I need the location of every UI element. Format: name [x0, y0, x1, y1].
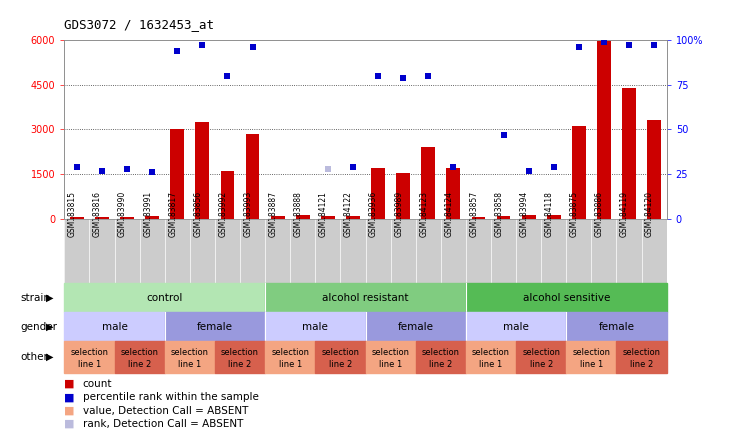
Bar — [466, 312, 567, 341]
Text: ▶: ▶ — [46, 321, 53, 332]
Bar — [616, 341, 667, 373]
Text: ■: ■ — [64, 419, 75, 429]
Bar — [215, 341, 265, 373]
Text: other: other — [20, 352, 48, 362]
Text: male: male — [503, 321, 529, 332]
Bar — [416, 341, 466, 373]
Text: ■: ■ — [64, 379, 75, 389]
Text: percentile rank within the sample: percentile rank within the sample — [83, 392, 259, 402]
Bar — [647, 120, 661, 219]
Text: line 2: line 2 — [329, 361, 352, 369]
Text: selection: selection — [522, 348, 560, 357]
Bar — [371, 168, 385, 219]
Text: line 1: line 1 — [379, 361, 402, 369]
Bar — [622, 87, 636, 219]
Text: selection: selection — [271, 348, 309, 357]
Bar — [366, 341, 416, 373]
Bar — [447, 168, 461, 219]
Bar — [64, 341, 115, 373]
Text: selection: selection — [171, 348, 209, 357]
Text: control: control — [146, 293, 183, 303]
Text: selection: selection — [422, 348, 460, 357]
Text: line 2: line 2 — [529, 361, 553, 369]
Bar — [567, 312, 667, 341]
Text: line 2: line 2 — [630, 361, 654, 369]
Text: rank, Detection Call = ABSENT: rank, Detection Call = ABSENT — [83, 419, 243, 429]
Bar — [246, 134, 260, 219]
Bar — [572, 127, 586, 219]
Text: female: female — [398, 321, 433, 332]
Text: selection: selection — [623, 348, 661, 357]
Bar — [64, 283, 265, 312]
Text: female: female — [197, 321, 233, 332]
Bar — [567, 341, 616, 373]
Text: line 1: line 1 — [480, 361, 503, 369]
Text: value, Detection Call = ABSENT: value, Detection Call = ABSENT — [83, 406, 248, 416]
Text: alcohol resistant: alcohol resistant — [322, 293, 409, 303]
Bar — [296, 215, 310, 219]
Text: strain: strain — [20, 293, 50, 303]
Text: selection: selection — [121, 348, 159, 357]
Text: line 1: line 1 — [279, 361, 302, 369]
Bar — [270, 216, 284, 219]
Bar — [421, 147, 435, 219]
Text: male: male — [303, 321, 328, 332]
Text: count: count — [83, 379, 112, 389]
Text: alcohol sensitive: alcohol sensitive — [523, 293, 610, 303]
Bar — [466, 283, 667, 312]
Text: selection: selection — [322, 348, 360, 357]
Text: gender: gender — [20, 321, 58, 332]
Bar — [471, 217, 485, 219]
Text: male: male — [102, 321, 127, 332]
Bar — [522, 215, 536, 219]
Text: female: female — [599, 321, 635, 332]
Bar — [64, 312, 164, 341]
Text: ■: ■ — [64, 406, 75, 416]
Bar — [145, 216, 159, 219]
Bar — [265, 341, 315, 373]
Bar — [115, 341, 164, 373]
Text: line 2: line 2 — [228, 361, 251, 369]
Bar — [466, 341, 516, 373]
Bar — [70, 217, 84, 219]
Bar — [265, 283, 466, 312]
Bar — [221, 171, 235, 219]
Bar — [516, 341, 567, 373]
Bar — [95, 217, 109, 219]
Bar — [597, 41, 611, 219]
Bar — [366, 312, 466, 341]
Text: line 2: line 2 — [128, 361, 151, 369]
Bar — [120, 217, 134, 219]
Bar — [195, 122, 209, 219]
Bar — [164, 341, 215, 373]
Bar — [321, 216, 335, 219]
Text: line 2: line 2 — [429, 361, 452, 369]
Text: selection: selection — [472, 348, 510, 357]
Bar — [346, 216, 360, 219]
Text: ▶: ▶ — [46, 352, 53, 362]
Bar — [265, 312, 366, 341]
Text: ■: ■ — [64, 392, 75, 402]
Bar — [164, 312, 265, 341]
Bar — [170, 130, 184, 219]
Text: line 1: line 1 — [178, 361, 202, 369]
Text: GDS3072 / 1632453_at: GDS3072 / 1632453_at — [64, 18, 214, 31]
Bar — [496, 216, 510, 219]
Text: selection: selection — [572, 348, 610, 357]
Text: selection: selection — [371, 348, 409, 357]
Text: selection: selection — [221, 348, 259, 357]
Text: selection: selection — [70, 348, 108, 357]
Text: line 1: line 1 — [580, 361, 603, 369]
Text: ▶: ▶ — [46, 293, 53, 303]
Bar — [547, 215, 561, 219]
Text: line 1: line 1 — [77, 361, 101, 369]
Bar — [315, 341, 366, 373]
Bar — [396, 173, 410, 219]
